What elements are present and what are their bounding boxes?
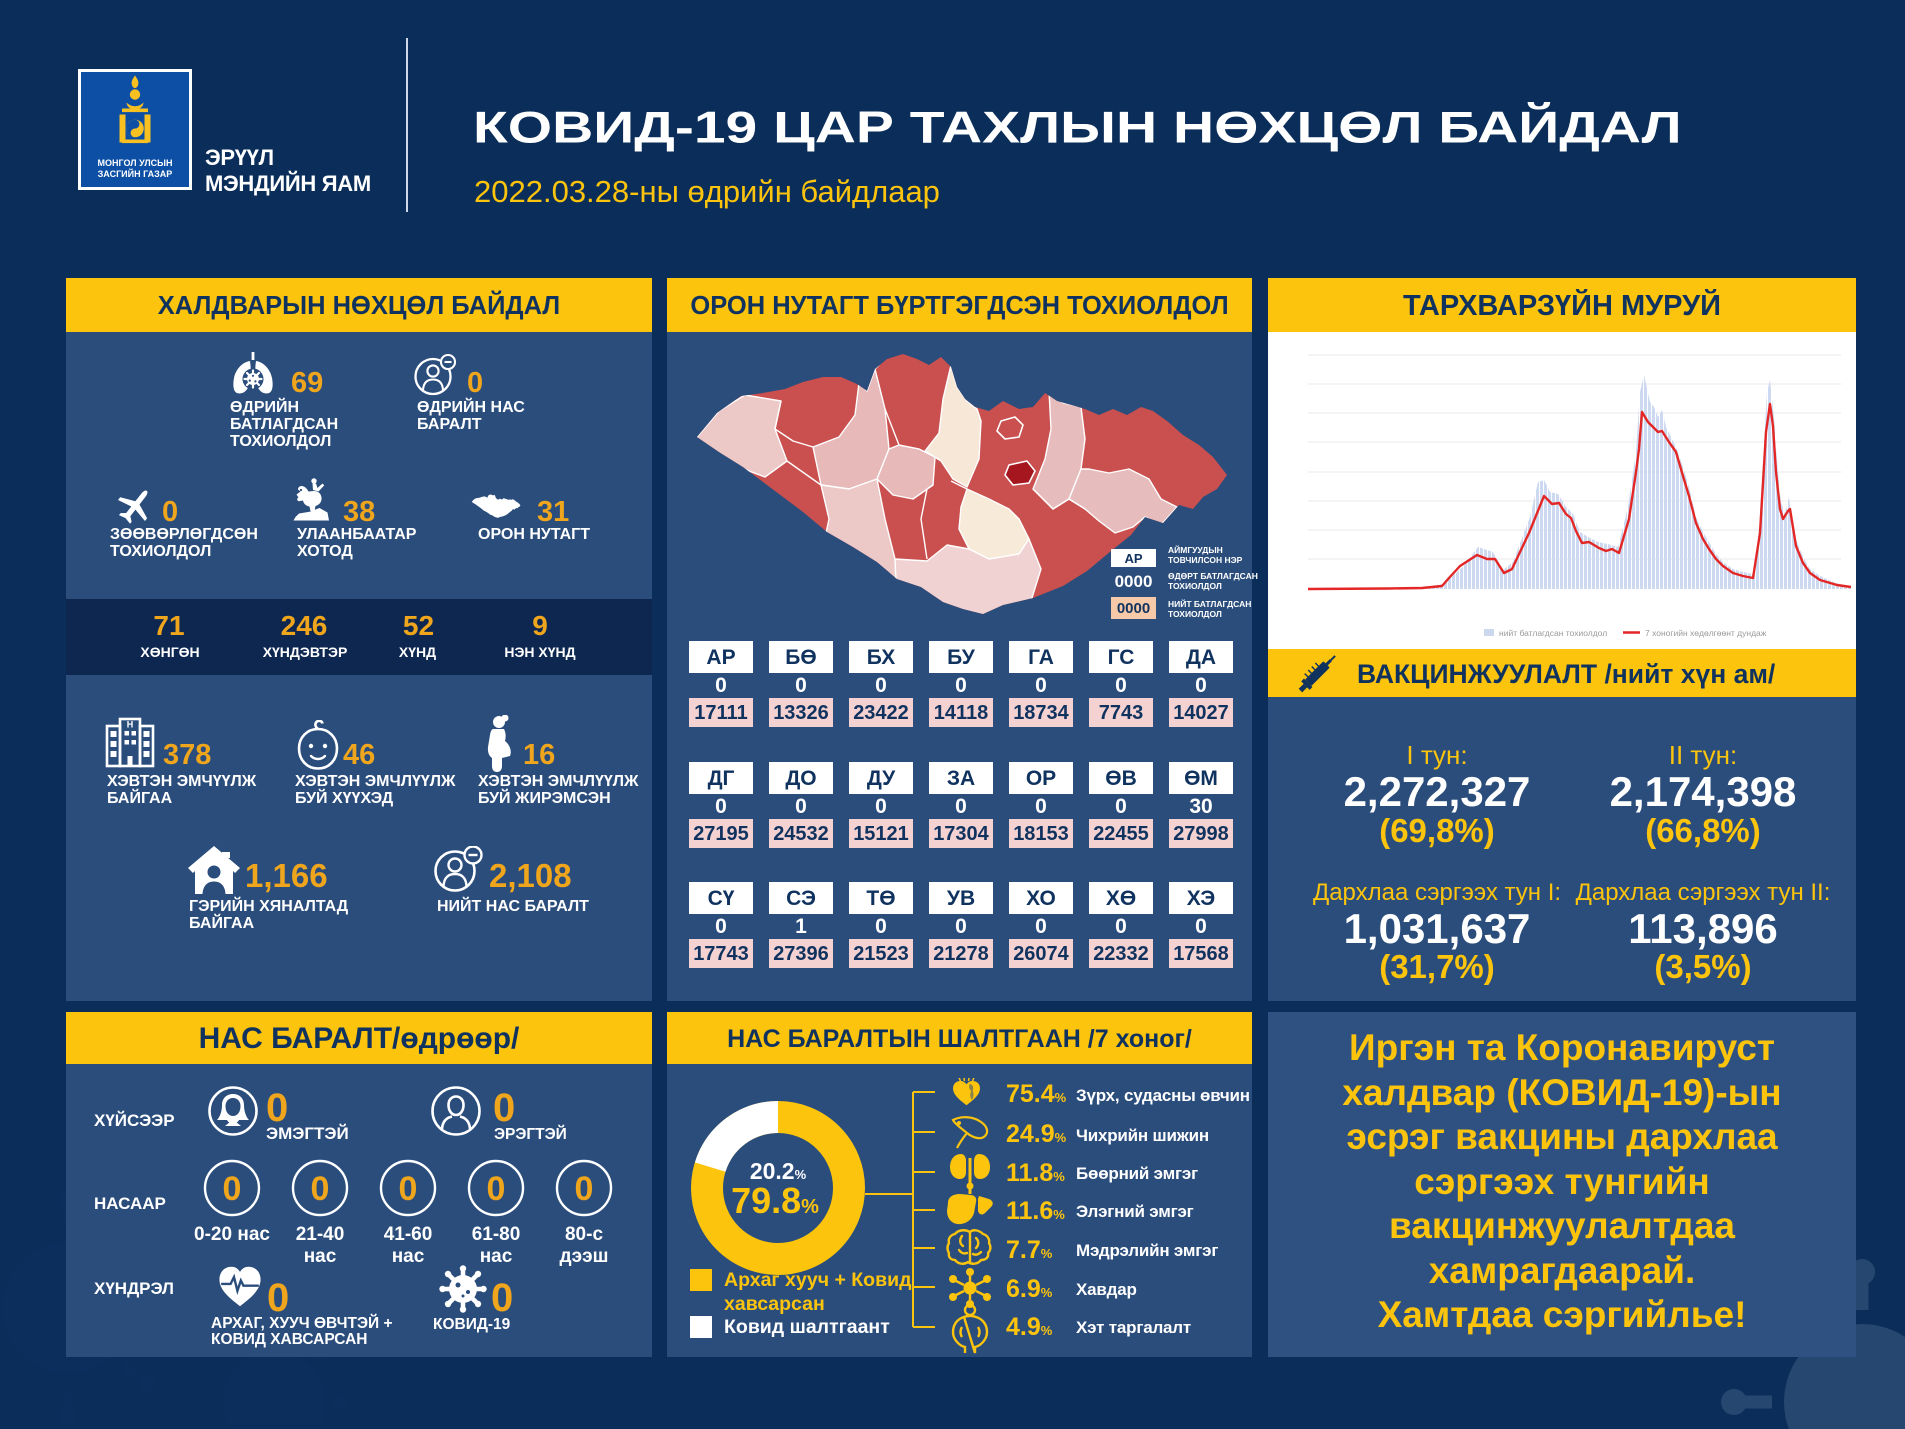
svg-text:7 хоногийн хөдөлгөөнт дундаж: 7 хоногийн хөдөлгөөнт дундаж <box>1645 628 1767 638</box>
svg-text:0: 0 <box>487 1170 506 1208</box>
svg-text:0: 0 <box>575 1170 594 1208</box>
svg-text:0: 0 <box>311 1170 330 1208</box>
svg-text:79.8%: 79.8% <box>731 1180 819 1221</box>
svg-text:Ковид шалтгаант: Ковид шалтгаант <box>724 1316 890 1338</box>
svg-text:0: 0 <box>223 1170 242 1208</box>
svg-text:0: 0 <box>399 1170 418 1208</box>
svg-text:нийт батлагдсан тохиолдол: нийт батлагдсан тохиолдол <box>1499 628 1607 638</box>
svg-text:хавсарсан: хавсарсан <box>724 1293 825 1315</box>
svg-text:ЗАСГИЙН ГАЗАР: ЗАСГИЙН ГАЗАР <box>98 168 173 179</box>
svg-text:МОНГОЛ УЛСЫН: МОНГОЛ УЛСЫН <box>98 158 173 168</box>
svg-text:Архаг хууч + Ковид: Архаг хууч + Ковид <box>724 1269 912 1291</box>
svg-text:H: H <box>127 720 134 730</box>
